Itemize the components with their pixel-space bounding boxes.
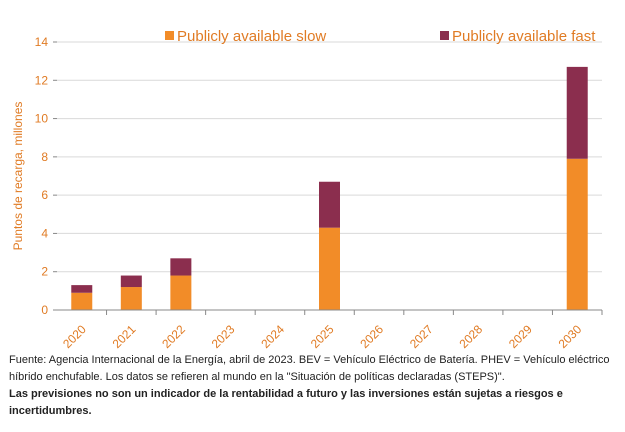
bar-slow-2020 <box>71 292 93 310</box>
source-note: Fuente: Agencia Internacional de la Ener… <box>9 354 610 383</box>
x-tick-label: 2028 <box>456 322 485 350</box>
legend-swatch-slow <box>165 31 174 40</box>
y-tick-label: 2 <box>41 265 48 279</box>
bar-fast-2021 <box>120 275 142 288</box>
y-tick-label: 4 <box>41 226 48 240</box>
x-tick-label: 2027 <box>407 322 436 350</box>
y-axis-ticks: 0 2 4 6 8 10 12 14 <box>35 35 57 317</box>
bar-slow-2021 <box>120 287 142 310</box>
x-axis-ticks: 2020 2021 2022 2023 2024 2025 2026 2027 2028 2029… <box>60 310 603 350</box>
y-tick-label: 8 <box>41 150 48 164</box>
bar-fast-2022 <box>170 258 192 276</box>
legend: Publicly available slow Publicly availab… <box>165 28 596 45</box>
y-tick-label: 12 <box>35 73 49 87</box>
x-tick-label: 2025 <box>308 322 337 350</box>
x-tick-label: 2020 <box>60 322 89 350</box>
chart-caption: Fuente: Agencia Internacional de la Ener… <box>9 352 615 420</box>
y-tick-label: 10 <box>35 112 49 126</box>
bar-fast-2020 <box>71 285 93 293</box>
x-tick-label: 2030 <box>556 322 585 350</box>
legend-swatch-fast <box>440 31 449 40</box>
bar-slow-2025 <box>319 227 340 310</box>
bar-fast-2030 <box>566 66 588 159</box>
y-tick-label: 14 <box>35 35 49 49</box>
bar-slow-2022 <box>170 275 192 310</box>
stacked-bar-chart: 0 2 4 6 8 10 12 14 2020 2021 2022 2023 2024 2025 2026… <box>11 28 603 350</box>
x-tick-label: 2021 <box>110 322 139 350</box>
y-tick-label: 6 <box>41 188 48 202</box>
bar-fast-2025 <box>319 181 340 228</box>
x-tick-label: 2022 <box>159 322 188 350</box>
x-tick-label: 2024 <box>258 322 287 350</box>
x-tick-label: 2023 <box>209 322 238 350</box>
y-tick-label: 0 <box>41 303 48 317</box>
x-tick-label: 2029 <box>506 322 535 350</box>
disclaimer: Las previsiones no son un indicador de l… <box>9 388 563 417</box>
bar-slow-2030 <box>566 158 588 310</box>
bars <box>71 66 588 310</box>
legend-label-slow: Publicly available slow <box>177 28 326 45</box>
y-axis-label: Puntos de recarga, millones <box>11 102 25 251</box>
x-tick-label: 2026 <box>357 322 386 350</box>
legend-label-fast: Publicly available fast <box>452 28 596 45</box>
